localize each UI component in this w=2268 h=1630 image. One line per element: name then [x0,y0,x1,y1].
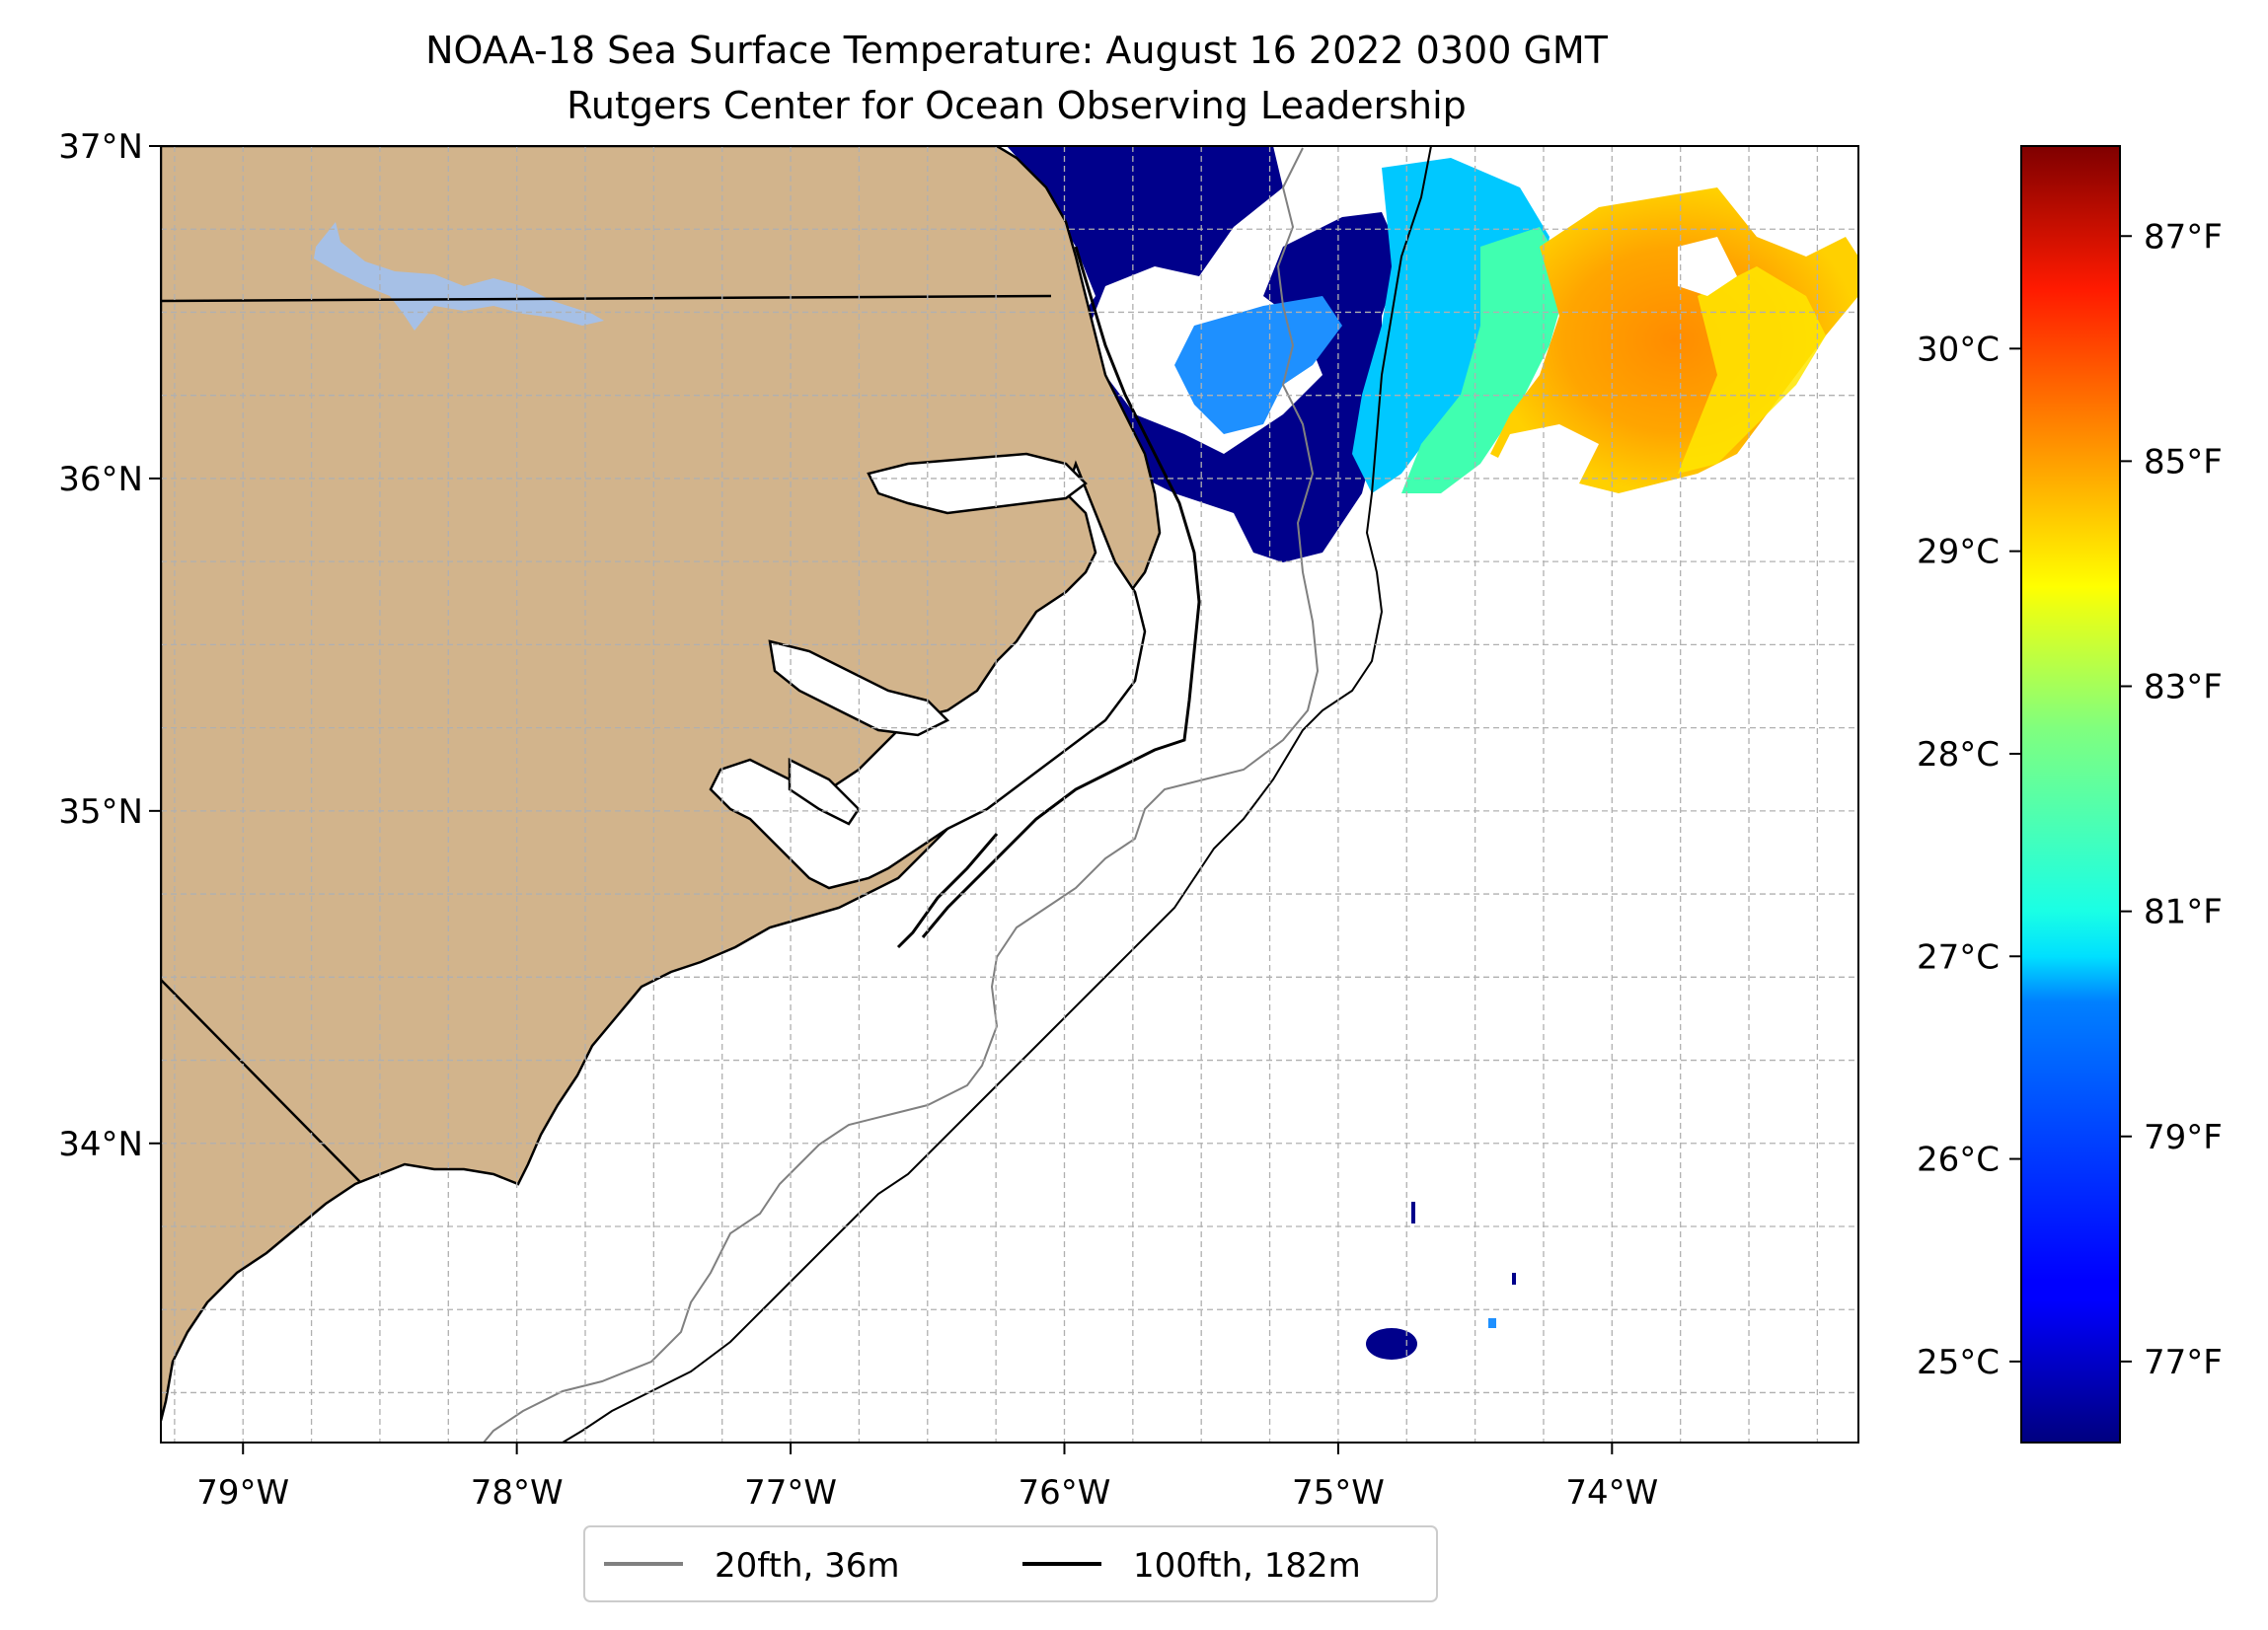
celsius-tick-label: 29°C [1917,533,2000,572]
sst-south-speck-1 [1411,1202,1415,1223]
celsius-tick-label: 28°C [1917,735,2000,775]
sst-south-speck-3 [1512,1273,1516,1285]
latitude-axis: 37°N 36°N 35°N 34°N [58,127,161,1164]
lat-tick-label: 35°N [58,792,143,832]
celsius-tick-label: 27°C [1917,937,2000,977]
fahrenheit-tick-label: 83°F [2144,668,2223,707]
fahrenheit-tick-label: 77°F [2144,1343,2223,1382]
celsius-tick-label: 30°C [1917,330,2000,369]
fahrenheit-tick-label: 85°F [2144,442,2223,482]
colorbar-fahrenheit-ticks: 77°F 79°F 81°F 83°F 85°F 87°F [2120,217,2223,1382]
sst-cool-patch [1174,296,1342,434]
outer-banks [921,246,1201,938]
sst-south-speck-2 [1488,1318,1496,1328]
lat-tick-label: 36°N [58,460,143,499]
inland-lake [314,222,604,331]
celsius-tick-label: 25°C [1917,1343,2000,1382]
core-banks [896,833,999,949]
colorbar: 25°C 26°C 27°C 28°C 29°C 30°C 77°F 79°F 81°F 83°… [1917,145,2223,1444]
legend: 20fth, 36m 100fth, 182m [583,1525,1438,1602]
lat-tick-label: 37°N [58,127,143,167]
legend-box [583,1525,1438,1602]
state-border-nc-sc [161,979,361,1183]
lon-tick-label: 76°W [1019,1473,1111,1513]
celsius-tick-label: 26°C [1917,1141,2000,1180]
state-border-nc-va [161,294,1052,303]
chart-title-line2: Rutgers Center for Ocean Observing Leade… [567,84,1467,127]
lat-tick-label: 34°N [58,1125,143,1164]
colorbar-gradient [2020,145,2121,1444]
lon-tick-label: 79°W [196,1473,289,1513]
sst-warm-core [1490,187,1858,493]
chart-title-line1: NOAA-18 Sea Surface Temperature: August … [425,29,1609,72]
sst-south-patch [1366,1328,1417,1360]
legend-label-100fth: 100fth, 182m [1133,1546,1361,1586]
fahrenheit-tick-label: 87°F [2144,217,2223,257]
lon-tick-label: 77°W [744,1473,837,1513]
map-frame [160,145,1859,1444]
pamlico-river [788,757,861,826]
contour-20fth [483,147,1320,1443]
map-gridlines [161,146,1858,1443]
sst-cloud-gap-2 [1678,237,1737,296]
lon-tick-label: 75°W [1292,1473,1385,1513]
sst-green-patch [1401,227,1569,493]
map-area [161,146,1858,1443]
contour-100fth [562,146,1432,1443]
lon-tick-label: 74°W [1565,1473,1658,1513]
fahrenheit-tick-label: 81°F [2144,893,2223,932]
lon-tick-label: 78°W [471,1473,564,1513]
sst-yellow-rim [1678,266,1826,474]
longitude-axis: 79°W 78°W 77°W 76°W 75°W 74°W [196,1443,1658,1513]
legend-label-20fth: 20fth, 36m [715,1546,900,1586]
sst-cloud-gap [1490,424,1599,493]
albemarle-sound [867,452,1088,515]
colorbar-celsius-ticks: 25°C 26°C 27°C 28°C 29°C 30°C [1917,330,2021,1382]
fahrenheit-tick-label: 79°F [2144,1118,2223,1157]
